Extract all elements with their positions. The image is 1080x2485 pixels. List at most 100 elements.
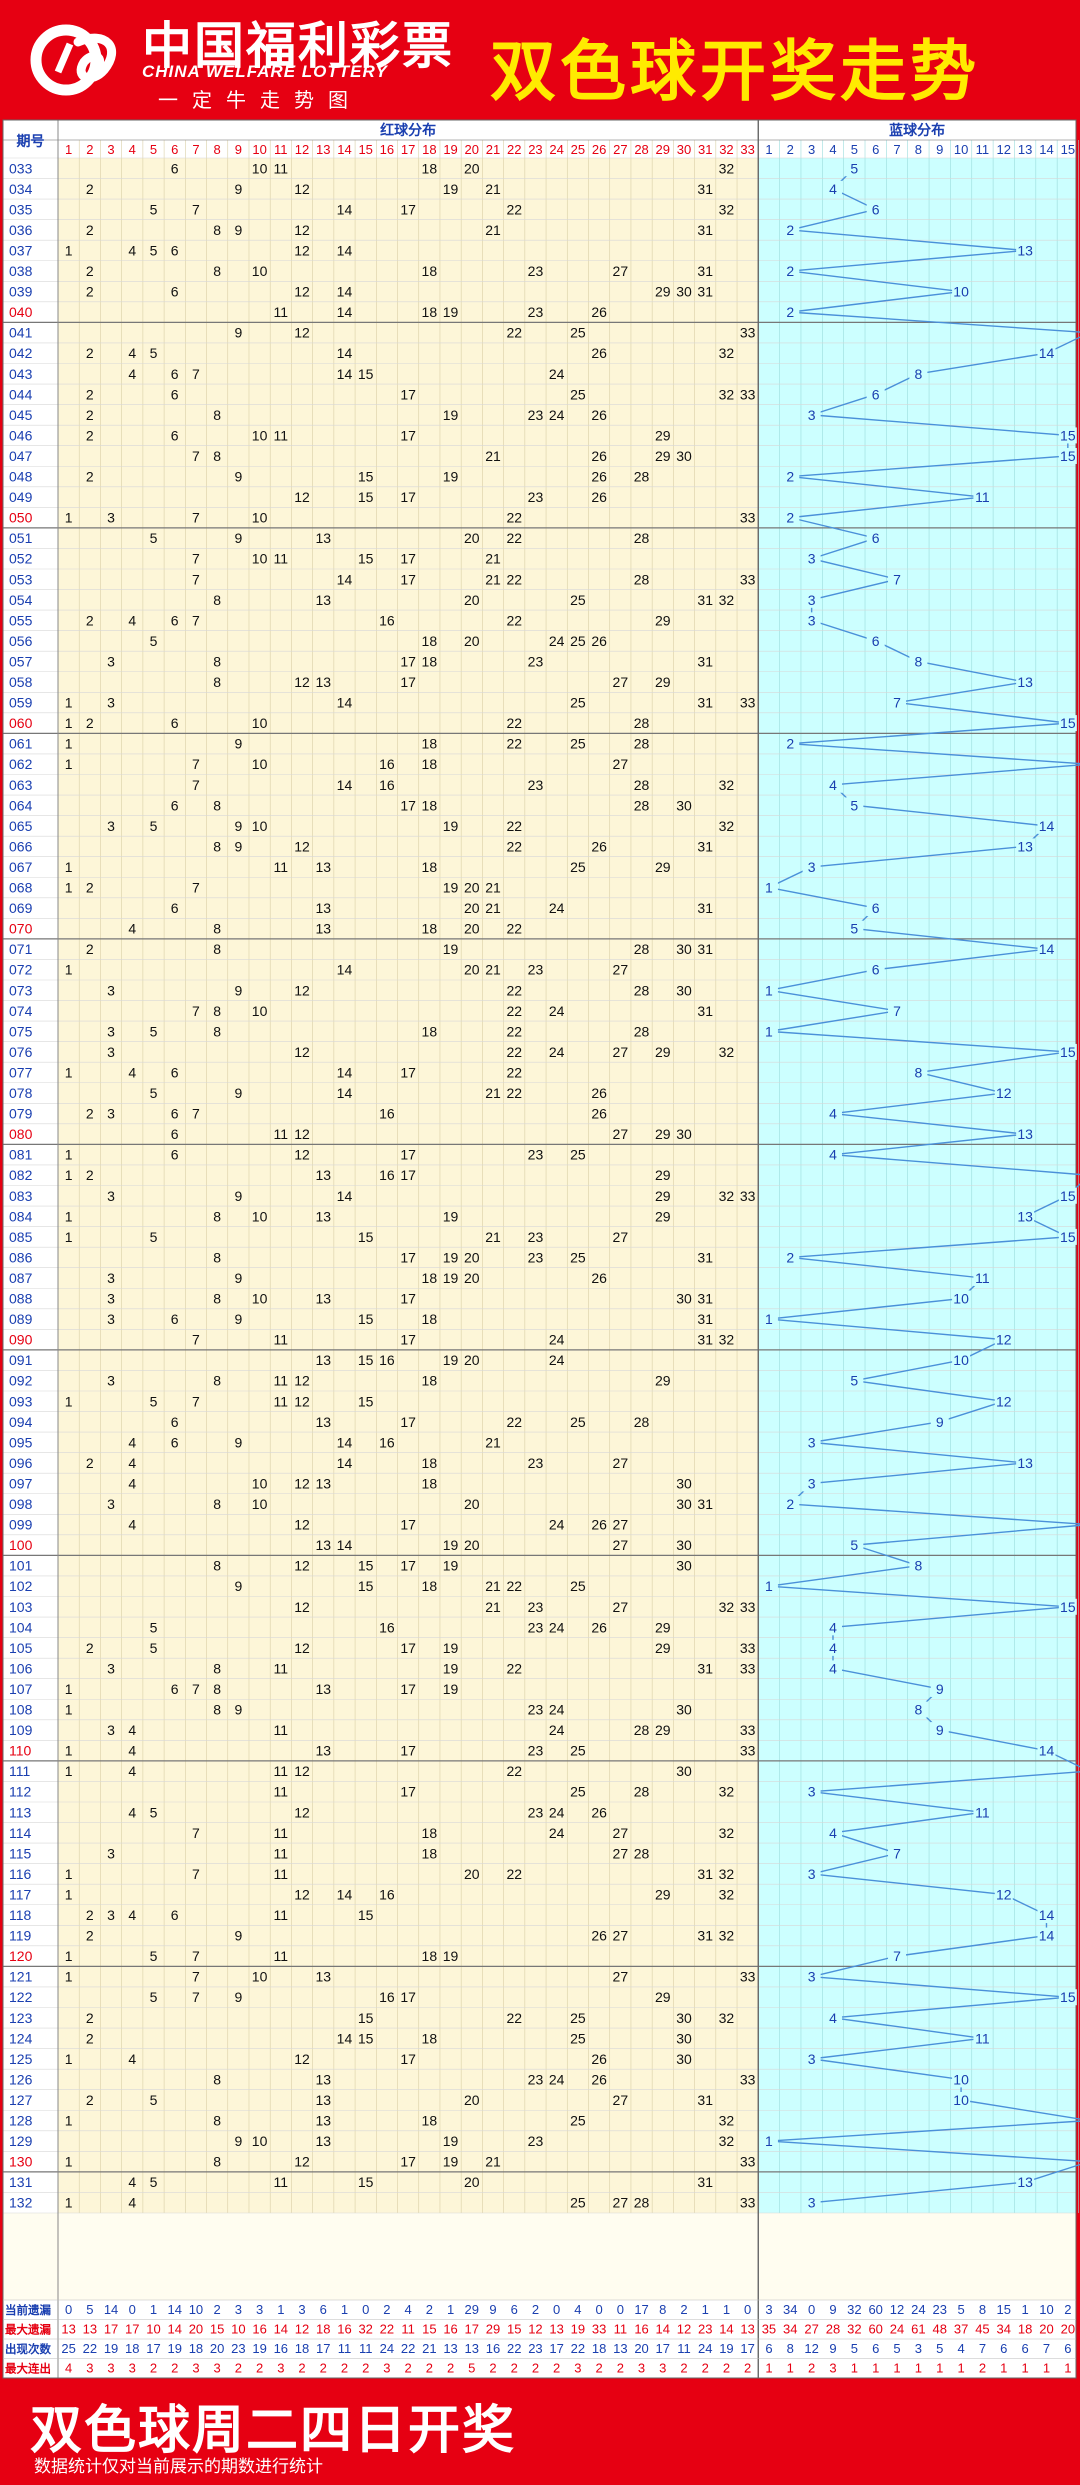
red-ball-number: 3	[107, 1106, 115, 1122]
red-ball-number: 22	[506, 1085, 522, 1101]
red-ball-number: 3	[107, 695, 115, 711]
red-ball-number: 2	[86, 1907, 94, 1923]
red-ball-number: 27	[613, 1599, 629, 1615]
red-ball-number: 16	[379, 1352, 395, 1368]
red-ball-number: 22	[506, 818, 522, 834]
blue-ball-backdrop	[759, 1578, 778, 1595]
stat-red-value: 1	[150, 2302, 157, 2317]
red-ball-number: 5	[150, 633, 158, 649]
blue-ball-backdrop	[781, 304, 800, 321]
issue-number: 077	[9, 1064, 33, 1080]
red-ball-number: 7	[192, 1866, 200, 1882]
stat-blue-value: 45	[975, 2322, 989, 2337]
issue-number: 073	[9, 982, 33, 998]
blue-ball-number: 15	[1060, 448, 1076, 464]
red-ball-number: 24	[549, 1722, 565, 1738]
issue-number: 053	[9, 571, 33, 587]
issue-number: 062	[9, 756, 33, 772]
red-ball-number: 16	[379, 756, 395, 772]
red-ball-number: 11	[274, 1393, 289, 1409]
stat-red-value: 3	[383, 2361, 390, 2376]
red-ball-number: 23	[528, 1147, 544, 1163]
red-ball-number: 28	[634, 941, 650, 957]
red-ball-number: 26	[591, 633, 607, 649]
issue-number: 102	[9, 1578, 33, 1594]
stat-red-value: 1	[447, 2302, 454, 2317]
stat-red-value: 0	[744, 2302, 751, 2317]
red-ball-number: 24	[549, 900, 565, 916]
red-ball-number: 14	[337, 1085, 353, 1101]
issue-number: 036	[9, 222, 33, 238]
stat-red-value: 5	[86, 2302, 93, 2317]
red-ball-number: 9	[234, 982, 242, 998]
red-ball-number: 32	[719, 1332, 735, 1348]
red-ball-number: 26	[591, 345, 607, 361]
stat-red-value: 22	[401, 2341, 415, 2356]
stat-red-value: 14	[719, 2322, 733, 2337]
red-ball-number: 28	[634, 1722, 650, 1738]
red-ball-number: 19	[443, 469, 459, 485]
red-ball-number: 8	[213, 2154, 221, 2170]
stat-red-value: 2	[553, 2361, 560, 2376]
red-ball-number: 22	[506, 530, 522, 546]
red-ball-number: 7	[192, 1332, 200, 1348]
blue-ball-number: 15	[1060, 715, 1076, 731]
red-ball-number: 18	[422, 263, 438, 279]
red-ball-number: 31	[697, 941, 713, 957]
blue-ball-backdrop	[930, 1413, 949, 1430]
red-ball-number: 33	[740, 1599, 756, 1615]
red-ball-number: 17	[400, 1064, 416, 1080]
red-ball-number: 23	[528, 1249, 544, 1265]
red-ball-number: 2	[86, 222, 94, 238]
red-ball-number: 29	[655, 1044, 671, 1060]
red-ball-number: 30	[676, 284, 692, 300]
red-ball-number: 28	[634, 469, 650, 485]
red-ball-number: 12	[294, 325, 310, 341]
red-ball-number: 27	[613, 1455, 629, 1471]
red-ball-number: 27	[613, 962, 629, 978]
red-ball-number: 23	[528, 2071, 544, 2087]
red-ball-number: 24	[549, 1003, 565, 1019]
blue-ball-backdrop	[888, 571, 907, 588]
stat-row-label: 当前遗漏	[5, 2303, 51, 2317]
brand-name-english: CHINA WELFARE LOTTERY	[142, 62, 388, 81]
red-ball-number: 29	[655, 1886, 671, 1902]
red-ball-number: 15	[358, 2010, 374, 2026]
red-ball-number: 9	[234, 1989, 242, 2005]
blue-ball-number: 15	[1060, 427, 1076, 443]
blue-ball-number: 12	[996, 1393, 1012, 1409]
red-ball-number: 33	[740, 2154, 756, 2170]
red-ball-number: 9	[234, 1085, 242, 1101]
stat-blue-value: 2	[1064, 2302, 1071, 2317]
red-ball-number: 20	[464, 1496, 480, 1512]
red-ball-number: 3	[107, 1496, 115, 1512]
stat-red-value: 2	[489, 2361, 496, 2376]
red-column-label: 18	[422, 142, 436, 157]
blue-ball-backdrop	[823, 1105, 842, 1122]
red-ball-number: 27	[613, 263, 629, 279]
red-ball-number: 19	[443, 2133, 459, 2149]
stat-red-value: 24	[698, 2341, 712, 2356]
blue-ball-number: 10	[953, 284, 969, 300]
red-ball-number: 6	[171, 366, 179, 382]
stat-red-value: 2	[426, 2361, 433, 2376]
stat-red-value: 12	[295, 2322, 309, 2337]
blue-ball-number: 3	[808, 859, 816, 875]
blue-ball-number: 15	[1060, 1599, 1076, 1615]
issue-number: 057	[9, 653, 33, 669]
blue-column-label: 7	[893, 142, 900, 157]
red-ball-number: 5	[150, 1989, 158, 2005]
issue-number: 046	[9, 427, 33, 443]
stat-red-value: 11	[359, 2341, 373, 2356]
blue-ball-number: 13	[1017, 2174, 1033, 2190]
blue-ball-backdrop	[1058, 1228, 1077, 1245]
red-ball-number: 15	[358, 366, 374, 382]
blue-ball-backdrop	[781, 735, 800, 752]
red-ball-number: 26	[591, 304, 607, 320]
red-ball-number: 9	[234, 181, 242, 197]
red-ball-number: 22	[506, 510, 522, 526]
blue-ball-number: 13	[1017, 838, 1033, 854]
red-ball-number: 9	[234, 222, 242, 238]
blue-ball-backdrop	[1016, 1126, 1035, 1143]
red-column-label: 22	[507, 142, 521, 157]
